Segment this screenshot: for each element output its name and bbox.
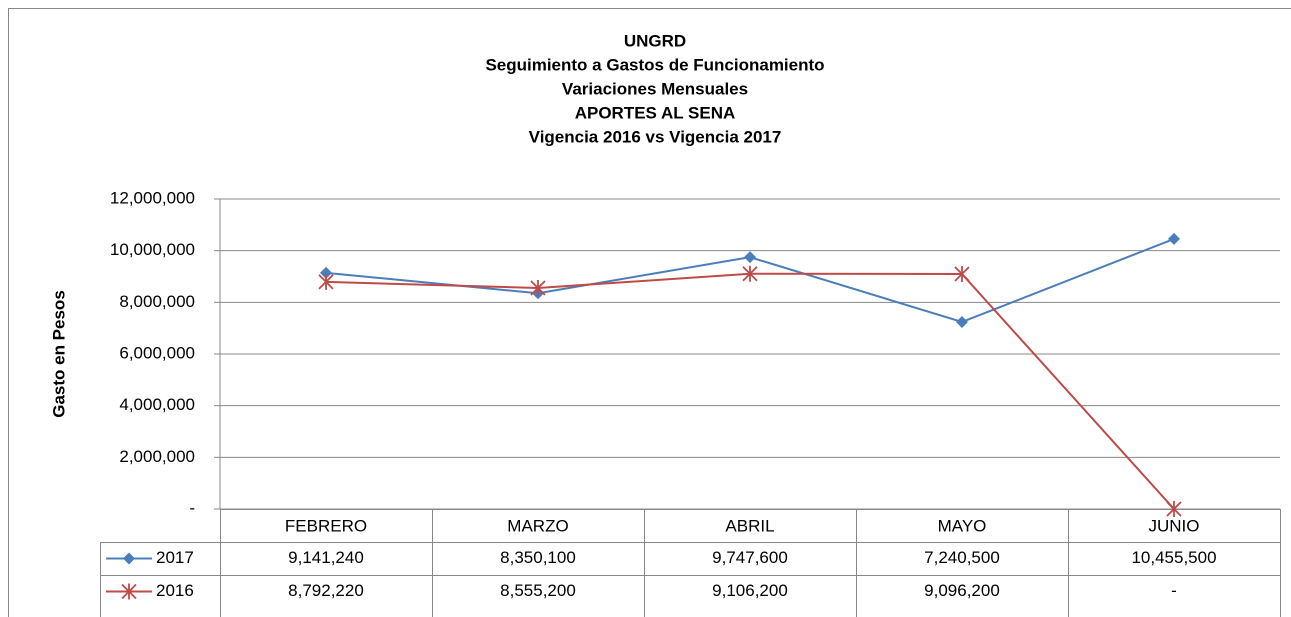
marker [1168, 232, 1180, 245]
chart-title: UNGRD [624, 31, 686, 50]
chart-title: Seguimiento a Gastos de Funcionamiento [485, 55, 824, 74]
table-value: 7,240,500 [924, 548, 1000, 567]
x-tick-label: MAYO [938, 516, 987, 535]
table-value: 9,096,200 [924, 581, 1000, 600]
table-value: - [1171, 581, 1177, 600]
chart-title: Variaciones Mensuales [562, 79, 748, 98]
y-axis-label: Gasto en Pesos [49, 290, 68, 418]
x-tick-label: JUNIO [1149, 516, 1200, 535]
legend-marker [123, 552, 135, 565]
legend-label: 2016 [156, 581, 194, 600]
y-tick-label: 8,000,000 [119, 292, 195, 311]
x-tick-label: FEBRERO [285, 516, 367, 535]
chart-border [8, 8, 1291, 617]
marker [318, 273, 334, 290]
y-tick-label: 10,000,000 [110, 240, 195, 259]
table-value: 9,106,200 [712, 581, 788, 600]
x-tick-label: ABRIL [725, 516, 774, 535]
y-tick-label: 4,000,000 [119, 395, 195, 414]
table-value: 9,141,240 [288, 548, 364, 567]
y-tick-label: - [189, 498, 195, 517]
marker [954, 266, 970, 283]
marker [1166, 501, 1182, 517]
x-tick-label: MARZO [507, 516, 568, 535]
marker [742, 265, 758, 282]
chart-title: Vigencia 2016 vs Vigencia 2017 [529, 127, 782, 146]
chart-title: APORTES AL SENA [575, 103, 736, 122]
table-value: 10,455,500 [1131, 548, 1216, 567]
y-tick-label: 2,000,000 [119, 447, 195, 466]
y-tick-label: 12,000,000 [110, 188, 195, 207]
table-value: 8,792,220 [288, 581, 364, 600]
marker [320, 266, 332, 279]
y-tick-label: 6,000,000 [119, 343, 195, 362]
table-value: 8,350,100 [500, 548, 576, 567]
table-value: 8,555,200 [500, 581, 576, 600]
legend-marker [121, 583, 137, 600]
marker [956, 315, 968, 328]
marker [530, 279, 546, 296]
legend-label: 2017 [156, 548, 194, 567]
table-value: 9,747,600 [712, 548, 788, 567]
marker [744, 251, 756, 264]
